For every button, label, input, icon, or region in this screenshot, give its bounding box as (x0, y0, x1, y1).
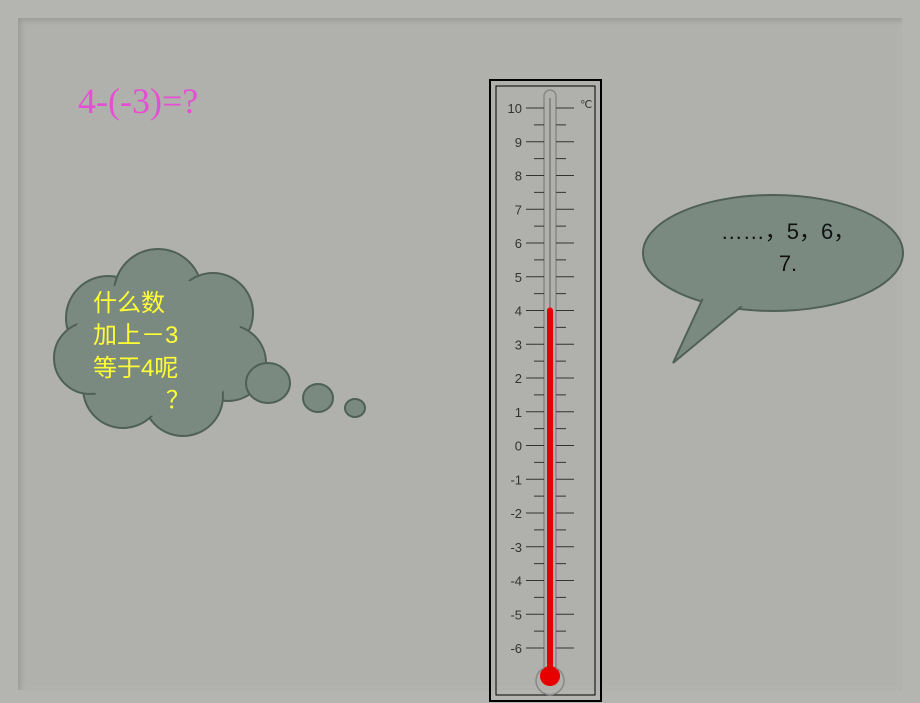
thermo-tick-label: 6 (515, 236, 522, 251)
thermo-tick-label: 1 (515, 405, 522, 420)
speech-line-2: 7. (673, 248, 903, 280)
speech-bubble (628, 183, 920, 383)
thought-line-2: 加上－3 (93, 320, 263, 352)
thermo-tick-label: -4 (510, 574, 522, 589)
thermo-tick-label: 10 (508, 101, 522, 116)
thought-trail (243, 358, 403, 438)
thermo-tick-label: 0 (515, 439, 522, 454)
thermo-tick-label: 3 (515, 337, 522, 352)
thought-line-3: 等于4呢 (93, 353, 263, 385)
speech-line-1: ……，5，6， (673, 216, 903, 248)
equation-text: 4-(-3)=? (78, 80, 198, 122)
thermo-tick-label: 9 (515, 135, 522, 150)
thermo-tick-label: -1 (510, 472, 522, 487)
thermo-tick-label: 7 (515, 202, 522, 217)
thought-cloud-text: 什么数 加上－3 等于4呢 ？ (93, 288, 263, 418)
thermo-tick-label: -6 (510, 641, 522, 656)
speech-bubble-text: ……，5，6， 7. (673, 216, 903, 280)
slide-panel: 4-(-3)=? 什么数 加上－3 等于4呢 ？ ……，5，6， (18, 18, 902, 690)
thermo-tick-label: -3 (510, 540, 522, 555)
thermo-tick-label: 2 (515, 371, 522, 386)
thermo-tick-label: 4 (515, 304, 522, 319)
thermo-tick-label: 5 (515, 270, 522, 285)
thermometer: ℃109876543210-1-2-3-4-5-6 (488, 78, 603, 703)
thought-line-4: ？ (93, 385, 263, 417)
thermo-tick-label: -5 (510, 607, 522, 622)
thermo-unit-label: ℃ (580, 99, 592, 111)
thermo-tick-label: 8 (515, 169, 522, 184)
thermo-tick-label: -2 (510, 506, 522, 521)
thought-line-1: 什么数 (93, 288, 263, 320)
